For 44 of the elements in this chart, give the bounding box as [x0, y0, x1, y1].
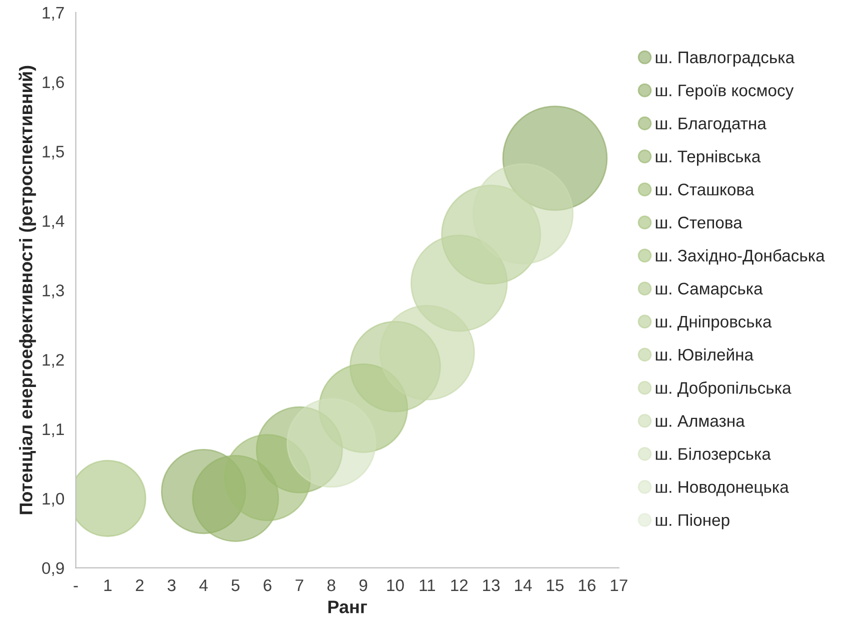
legend-label: ш. Західно-Донбаська	[656, 249, 825, 265]
legend-label: ш. Тернівська	[656, 150, 761, 166]
x-tick-label: 4	[199, 580, 208, 592]
y-tick-label: 1,2	[42, 354, 64, 368]
x-tick-label: 10	[387, 579, 404, 592]
legend-label: ш. Героїв космосу	[656, 84, 794, 100]
y-tick-label: 1,7	[42, 7, 64, 21]
x-tick-label: 17	[610, 580, 628, 592]
x-tick-label: 2	[136, 579, 144, 592]
x-tick-label: 15	[546, 580, 564, 592]
y-tick-label: 1,5	[42, 146, 64, 160]
x-tick-label: 7	[296, 580, 304, 592]
x-tick-label: 3	[168, 579, 176, 592]
legend-label: ш. Білозерська	[656, 448, 771, 464]
y-tick-label: 1,0	[42, 492, 64, 507]
x-tick-label: 13	[483, 579, 500, 592]
legend-label: ш. Павлоградська	[656, 52, 795, 67]
legend-label: ш. Дніпровська	[656, 315, 772, 331]
x-tick-label: -	[74, 586, 78, 588]
x-axis-title: Ранг	[328, 600, 367, 614]
x-tick-label: 1	[104, 580, 112, 592]
legend-label: ш. Новодонецька	[656, 481, 789, 496]
legend-label: ш. Алмазна	[656, 415, 745, 427]
y-tick-label: 1,3	[42, 284, 64, 298]
x-tick-label: 6	[264, 579, 272, 592]
legend-label: ш. Степова	[656, 216, 742, 228]
x-tick-label: 5	[232, 580, 240, 592]
legend-label: ш. Ювілейна	[656, 348, 754, 361]
y-tick-label: 1,1	[42, 424, 64, 438]
legend-label: ш. Добропільська	[656, 381, 792, 398]
x-tick-label: 11	[420, 580, 436, 592]
legend-label: ш. Піонер	[656, 514, 730, 530]
x-tick-label: 9	[359, 579, 368, 592]
legend-label: ш. Самарська	[656, 282, 763, 298]
x-tick-label: 16	[578, 579, 596, 592]
y-tick-label: 1,6	[42, 76, 64, 90]
x-tick-label: 14	[515, 580, 532, 592]
x-tick-label: 8	[327, 579, 336, 592]
legend-label: ш. Сташкова	[656, 184, 754, 196]
x-tick-label: 12	[451, 579, 468, 592]
y-tick-label: 1,4	[42, 215, 64, 229]
legend-label: ш. Благодатна	[656, 118, 766, 133]
y-tick-label: 0,9	[42, 562, 64, 576]
y-axis-title: Потенціал енергоефективності (ретроспективний)	[18, 66, 36, 514]
